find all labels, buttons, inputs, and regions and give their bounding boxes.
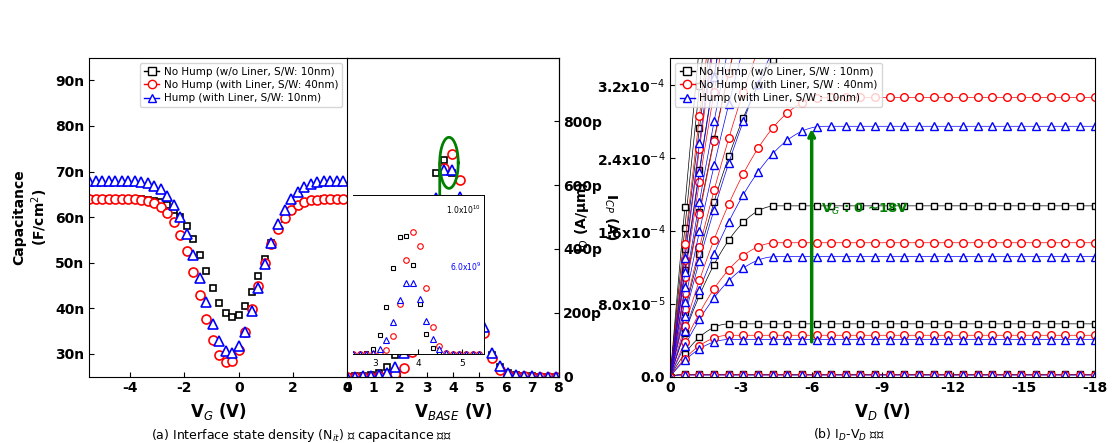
Text: 1.0x10$^{10}$: 1.0x10$^{10}$ [447, 204, 481, 216]
Text: (a) Interface state density (N$_{it}$) 및 capacitance 비교: (a) Interface state density (N$_{it}$) 및… [151, 427, 452, 443]
Y-axis label: I$_{CP}$ (A): I$_{CP}$ (A) [601, 194, 619, 241]
Legend: No Hump (w/o Liner, S/W: 10nm), No Hump (with Liner, S/W: 40nm), Hump (with Line: No Hump (w/o Liner, S/W: 10nm), No Hump … [140, 63, 342, 107]
Text: 6.0x10$^{9}$: 6.0x10$^{9}$ [450, 261, 481, 273]
X-axis label: V$_{G}$ (V): V$_{G}$ (V) [190, 401, 247, 422]
Y-axis label: Capacitance
(F/cm$^{2}$): Capacitance (F/cm$^{2}$) [12, 169, 49, 265]
Y-axis label: I$_{D}$ (A/μm): I$_{D}$ (A/μm) [573, 181, 591, 253]
X-axis label: V$_{BASE}$ (V): V$_{BASE}$ (V) [413, 401, 493, 422]
Text: (b) I$_{D}$-V$_{D}$ 비교: (b) I$_{D}$-V$_{D}$ 비교 [813, 427, 885, 443]
X-axis label: V$_{D}$ (V): V$_{D}$ (V) [855, 401, 910, 422]
Legend: No Hump (w/o Liner, S/W : 10nm), No Hump (with Liner, S/W : 40nm), Hump (with Li: No Hump (w/o Liner, S/W : 10nm), No Hump… [676, 63, 882, 107]
Text: V$_{G}$ : 0 ~18V: V$_{G}$ : 0 ~18V [821, 202, 909, 217]
